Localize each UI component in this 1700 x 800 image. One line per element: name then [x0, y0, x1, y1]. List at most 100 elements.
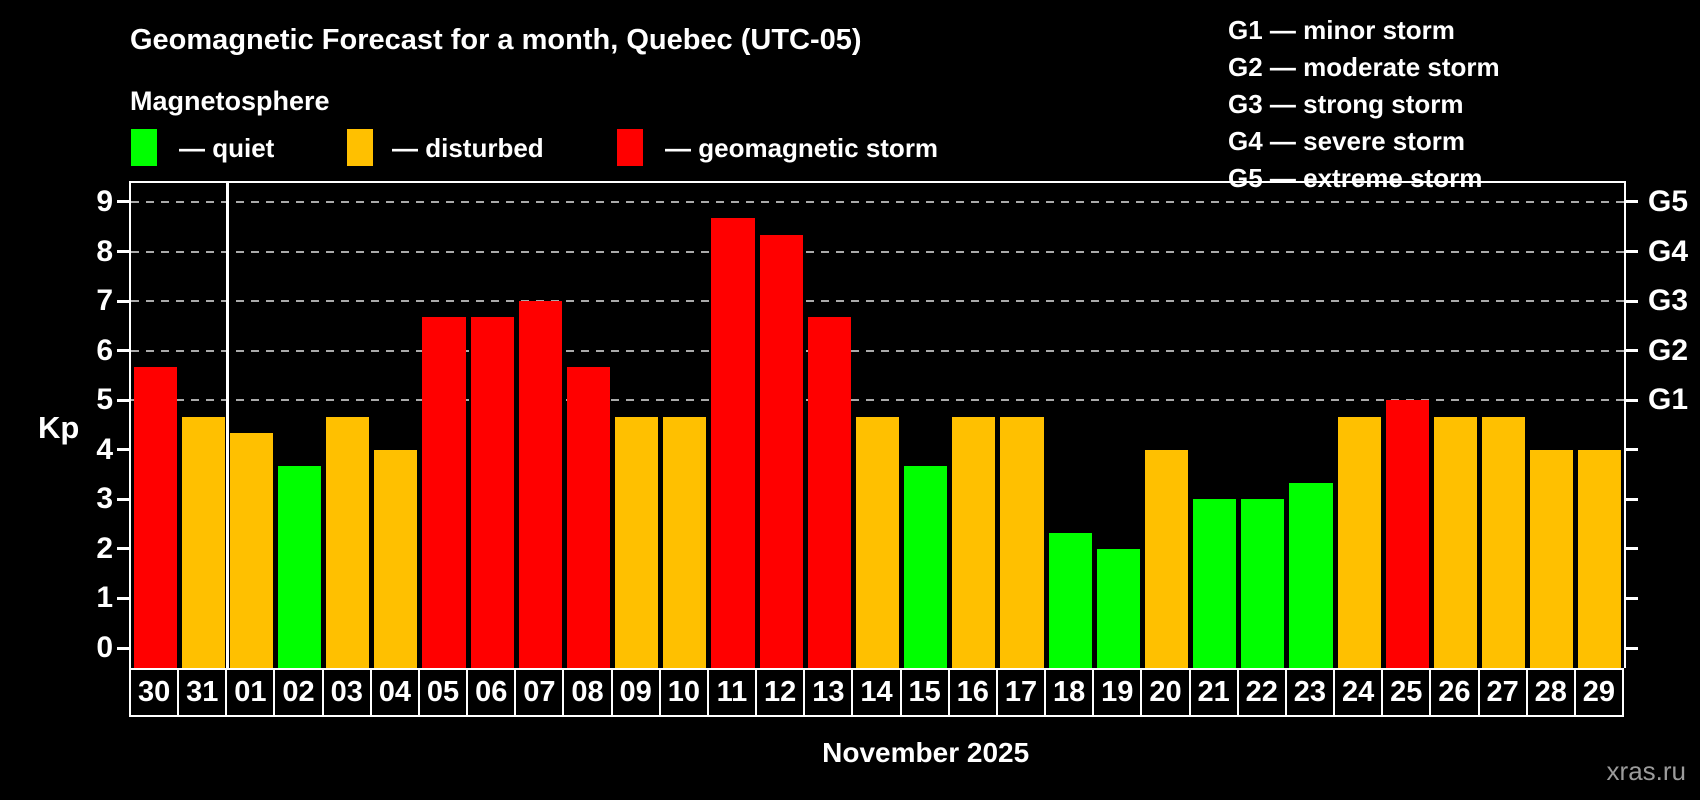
chart-title: Geomagnetic Forecast for a month, Quebec…	[130, 24, 862, 56]
y-tick-right	[1624, 349, 1638, 353]
kp-bar-day-06	[470, 317, 514, 668]
kp-bar-day-19	[1096, 548, 1140, 668]
kp-bar-day-12	[759, 235, 803, 668]
date-cell-03: 03	[321, 668, 372, 717]
storm-scale-legend: G1 — minor storm G2 — moderate storm G3 …	[1228, 12, 1500, 197]
y-tick-label: 8	[96, 234, 113, 268]
y-tick-label: 6	[96, 333, 113, 367]
date-cell-13: 13	[803, 668, 854, 717]
y-tick-right	[1624, 596, 1638, 600]
date-cell-17: 17	[995, 668, 1047, 717]
legend-label-disturbed: — disturbed	[392, 133, 544, 163]
kp-bar-day-31	[181, 416, 225, 668]
g-scale-label-g4: G4	[1648, 234, 1689, 268]
storm-scale-line-g2: G2 — moderate storm	[1228, 52, 1500, 82]
date-cell-31: 31	[177, 668, 228, 717]
kp-bar-day-21	[1193, 499, 1237, 668]
y-tick-right	[1624, 547, 1638, 551]
g-scale-label-g3: G3	[1648, 284, 1689, 318]
y-tick-left	[117, 349, 131, 353]
kp-bar-day-16	[952, 416, 996, 668]
date-cell-07: 07	[514, 668, 565, 717]
gridline-kp5	[131, 399, 1624, 402]
y-tick-label: 9	[96, 184, 113, 218]
kp-bar-day-29	[1578, 449, 1622, 668]
date-cell-01: 01	[225, 668, 276, 717]
date-cell-18: 18	[1044, 668, 1095, 717]
legend-swatch-storm	[617, 129, 643, 166]
kp-bar-day-28	[1530, 449, 1574, 668]
y-tick-left	[117, 299, 131, 303]
y-tick-left	[117, 646, 131, 650]
legend-swatch-quiet	[131, 129, 157, 166]
kp-bar-day-27	[1482, 416, 1526, 668]
kp-bar-day-09	[615, 416, 659, 668]
date-cell-24: 24	[1333, 668, 1384, 717]
date-cell-02: 02	[273, 668, 324, 717]
kp-bar-day-03	[326, 416, 370, 668]
x-axis-title: November 2025	[822, 737, 1030, 768]
kp-bar-day-11	[711, 218, 755, 668]
kp-bar-day-02	[277, 466, 322, 668]
y-tick-right	[1624, 448, 1638, 452]
watermark-link[interactable]: xras.ru	[1606, 756, 1686, 786]
y-tick-label: 1	[96, 581, 113, 615]
y-tick-left	[117, 448, 131, 452]
y-tick-right	[1624, 398, 1638, 402]
kp-bar-day-17	[1000, 416, 1044, 668]
gridline-kp8	[131, 250, 1624, 253]
date-cell-22: 22	[1236, 668, 1287, 717]
kp-bar-day-04	[374, 449, 418, 668]
date-cell-14: 14	[851, 668, 902, 717]
date-cell-09: 09	[610, 668, 661, 717]
y-tick-right	[1624, 299, 1638, 303]
kp-bar-day-23	[1289, 482, 1333, 668]
date-cell-28: 28	[1525, 668, 1576, 717]
date-cell-30: 30	[129, 668, 180, 717]
y-tick-left	[117, 250, 131, 254]
storm-scale-line-g1: G1 — minor storm	[1228, 15, 1455, 45]
date-cell-20: 20	[1140, 668, 1191, 717]
y-tick-right	[1624, 646, 1638, 650]
date-cell-04: 04	[369, 668, 420, 717]
date-cell-19: 19	[1092, 668, 1143, 717]
y-tick-left	[117, 596, 131, 600]
date-cell-08: 08	[562, 668, 613, 717]
kp-bar-day-07	[518, 301, 562, 668]
date-cell-27: 27	[1477, 668, 1528, 717]
gridline-kp6	[131, 349, 1624, 352]
kp-bar-day-13	[807, 317, 851, 668]
y-tick-right	[1624, 200, 1638, 204]
kp-bar-day-18	[1048, 532, 1092, 668]
storm-scale-line-g4: G4 — severe storm	[1228, 126, 1466, 156]
y-tick-label: 7	[96, 284, 113, 318]
date-cell-15: 15	[899, 668, 950, 717]
kp-bar-day-10	[663, 416, 707, 668]
y-tick-right	[1624, 497, 1638, 501]
y-tick-right	[1624, 250, 1638, 254]
legend-swatch-disturbed	[347, 129, 373, 166]
legend-label-quiet: — quiet	[179, 133, 275, 163]
gridline-kp9	[131, 200, 1624, 203]
kp-bar-day-22	[1241, 499, 1285, 668]
y-tick-label: 5	[96, 383, 113, 417]
y-tick-label: 4	[96, 432, 113, 466]
kp-bar-day-05	[422, 317, 466, 668]
date-cell-10: 10	[658, 668, 709, 717]
kp-bar-day-25	[1385, 400, 1429, 668]
legend-label-storm: — geomagnetic storm	[665, 133, 939, 163]
chart-subtitle: Magnetosphere	[130, 86, 330, 116]
date-cell-26: 26	[1429, 668, 1480, 717]
kp-bar-day-14	[855, 416, 900, 668]
date-cell-11: 11	[706, 668, 758, 717]
date-cell-23: 23	[1284, 668, 1336, 717]
kp-bar-day-08	[566, 366, 611, 668]
g-scale-label-g2: G2	[1648, 333, 1689, 367]
y-axis-title: Kp	[38, 410, 80, 445]
date-cell-05: 05	[417, 668, 469, 717]
y-tick-label: 0	[96, 631, 113, 664]
y-tick-left	[117, 497, 131, 501]
date-cell-21: 21	[1188, 668, 1239, 717]
y-tick-label: 2	[96, 531, 113, 565]
y-tick-left	[117, 398, 131, 402]
